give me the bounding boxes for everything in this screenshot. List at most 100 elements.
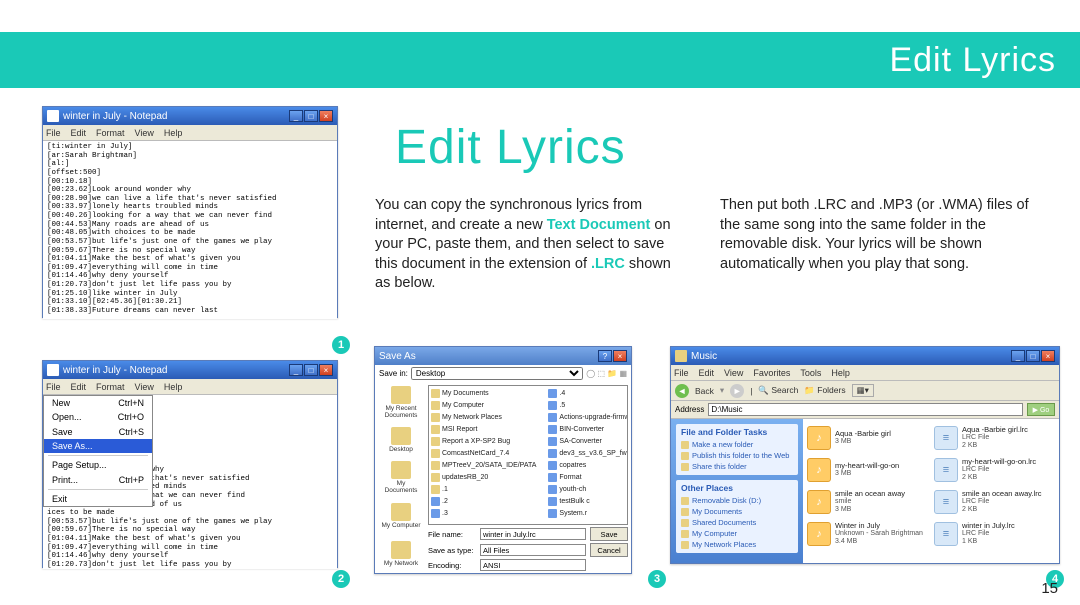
back-icon[interactable]: ◄ [675, 384, 689, 398]
place-link[interactable]: Removable Disk (D:) [681, 495, 793, 506]
minimize-button[interactable]: _ [289, 110, 303, 122]
task-link[interactable]: Make a new folder [681, 439, 793, 450]
menu-item-page-setup-[interactable]: Page Setup... [44, 458, 152, 472]
menu-item-exit[interactable]: Exit [44, 492, 152, 506]
file-item[interactable]: System.r [548, 508, 628, 519]
file-item[interactable]: .2 [431, 496, 536, 507]
folders-button[interactable]: 📁 Folders [804, 385, 845, 396]
address-input[interactable] [708, 403, 1023, 416]
menu-view[interactable]: View [135, 128, 154, 138]
maximize-button[interactable]: □ [1026, 350, 1040, 362]
file-item[interactable]: .1 [431, 484, 536, 495]
menu-item-open-[interactable]: Open...Ctrl+O [44, 410, 152, 424]
menu-help[interactable]: Help [164, 382, 183, 392]
encoding-input[interactable] [480, 559, 586, 571]
menu-item-print-[interactable]: Print...Ctrl+P [44, 473, 152, 487]
minimize-button[interactable]: _ [1011, 350, 1025, 362]
file-item[interactable]: BIN-Converter [548, 424, 628, 435]
file-item[interactable]: .3 [431, 508, 536, 519]
place-link[interactable]: Shared Documents [681, 517, 793, 528]
menu-file[interactable]: File [46, 382, 61, 392]
menu-item-new[interactable]: NewCtrl+N [44, 396, 152, 410]
place-my-documents[interactable]: My Documents [381, 461, 421, 496]
file-tiles[interactable]: ♪Aqua -Barbie girl3 MB≡Aqua -Barbie girl… [803, 419, 1059, 563]
place-link[interactable]: My Network Places [681, 539, 793, 550]
help-button[interactable]: ? [598, 350, 612, 362]
close-button[interactable]: × [319, 110, 333, 122]
file-item[interactable]: My Network Places [431, 412, 536, 423]
file-item[interactable]: Actions-upgrade-firmware [548, 412, 628, 423]
file-item[interactable]: Format [548, 472, 628, 483]
menubar: File Edit Format View Help [43, 379, 337, 395]
views-button[interactable]: ▦▾ [852, 384, 874, 397]
notepad-text[interactable]: [ti:winter in July] [ar:Sarah Brightman]… [43, 141, 337, 319]
maximize-button[interactable]: □ [304, 110, 318, 122]
menu-file[interactable]: File [674, 368, 689, 378]
forward-icon[interactable]: ► [730, 384, 744, 398]
text-document-em: Text Document [547, 217, 651, 233]
step-badge-2: 2 [332, 570, 350, 588]
menu-format[interactable]: Format [96, 382, 125, 392]
file-tile[interactable]: ♪smile an ocean awaysmile3 MB [807, 487, 928, 517]
menu-file[interactable]: File [46, 128, 61, 138]
menu-favorites[interactable]: Favorites [753, 368, 790, 378]
file-tile[interactable]: ♪Aqua -Barbie girl3 MB [807, 423, 928, 453]
file-menu: NewCtrl+NOpen...Ctrl+OSaveCtrl+SSave As.… [43, 395, 153, 507]
menu-item-save-as-[interactable]: Save As... [44, 439, 152, 453]
file-item[interactable]: Report a XP-SP2 Bug [431, 436, 536, 447]
notepad-text[interactable]: NewCtrl+NOpen...Ctrl+OSaveCtrl+SSave As.… [43, 395, 337, 569]
minimize-button[interactable]: _ [289, 364, 303, 376]
savetype-input[interactable] [480, 544, 586, 556]
file-item[interactable]: dev3_ss_v3.6_SP_fw [548, 448, 628, 459]
go-button[interactable]: ▶ Go [1027, 403, 1055, 416]
file-item[interactable]: .5 [548, 400, 628, 411]
file-tile[interactable]: ≡winter in July.lrcLRC File1 KB [934, 519, 1055, 549]
close-button[interactable]: × [319, 364, 333, 376]
menu-item-save[interactable]: SaveCtrl+S [44, 425, 152, 439]
file-item[interactable]: youth-ch [548, 484, 628, 495]
save-button[interactable]: Save [590, 527, 628, 541]
place-link[interactable]: My Computer [681, 528, 793, 539]
file-item[interactable]: .4 [548, 388, 628, 399]
file-tile[interactable]: ♪Winter in JulyUnknown - Sarah Brightman… [807, 519, 928, 549]
task-link[interactable]: Share this folder [681, 461, 793, 472]
task-link[interactable]: Publish this folder to the Web [681, 450, 793, 461]
file-tile[interactable]: ♪my-heart-will-go-on3 MB [807, 455, 928, 485]
file-item[interactable]: copatres [548, 460, 628, 471]
menu-help[interactable]: Help [831, 368, 850, 378]
close-button[interactable]: × [1041, 350, 1055, 362]
menu-edit[interactable]: Edit [699, 368, 715, 378]
place-my-computer[interactable]: My Computer [381, 498, 421, 533]
menu-tools[interactable]: Tools [800, 368, 821, 378]
menu-help[interactable]: Help [164, 128, 183, 138]
file-item[interactable]: ComcastNetCard_7.4 [431, 448, 536, 459]
file-tile[interactable]: ≡smile an ocean away.lrcLRC File2 KB [934, 487, 1055, 517]
savein-dropdown[interactable]: Desktop [411, 367, 583, 380]
close-button[interactable]: × [613, 350, 627, 362]
file-item[interactable]: My Documents [431, 388, 536, 399]
maximize-button[interactable]: □ [304, 364, 318, 376]
file-tile[interactable]: ≡my-heart-will-go-on.lrcLRC File2 KB [934, 455, 1055, 485]
filename-input[interactable] [480, 528, 586, 540]
place-desktop[interactable]: Desktop [381, 423, 421, 458]
file-item[interactable]: MSI Report [431, 424, 536, 435]
back-button[interactable]: Back [695, 386, 714, 396]
file-list[interactable]: My DocumentsMy ComputerMy Network Places… [428, 385, 628, 525]
file-item[interactable]: MPTreeV_20/SATA_IDE/PATA [431, 460, 536, 471]
place-link[interactable]: My Documents [681, 506, 793, 517]
menu-edit[interactable]: Edit [71, 382, 87, 392]
file-tile[interactable]: ≡Aqua -Barbie girl.lrcLRC File2 KB [934, 423, 1055, 453]
menu-view[interactable]: View [724, 368, 743, 378]
file-item[interactable]: testBulk c [548, 496, 628, 507]
menubar: File Edit Format View Help [43, 125, 337, 141]
menu-format[interactable]: Format [96, 128, 125, 138]
search-button[interactable]: 🔍 Search [758, 385, 798, 396]
place-my-network[interactable]: My Network [381, 536, 421, 571]
menu-edit[interactable]: Edit [71, 128, 87, 138]
file-item[interactable]: updatesRB_20 [431, 472, 536, 483]
place-my-recent-documents[interactable]: My Recent Documents [381, 385, 421, 420]
file-item[interactable]: SA-Converter [548, 436, 628, 447]
file-item[interactable]: My Computer [431, 400, 536, 411]
cancel-button[interactable]: Cancel [590, 543, 628, 557]
menu-view[interactable]: View [135, 382, 154, 392]
